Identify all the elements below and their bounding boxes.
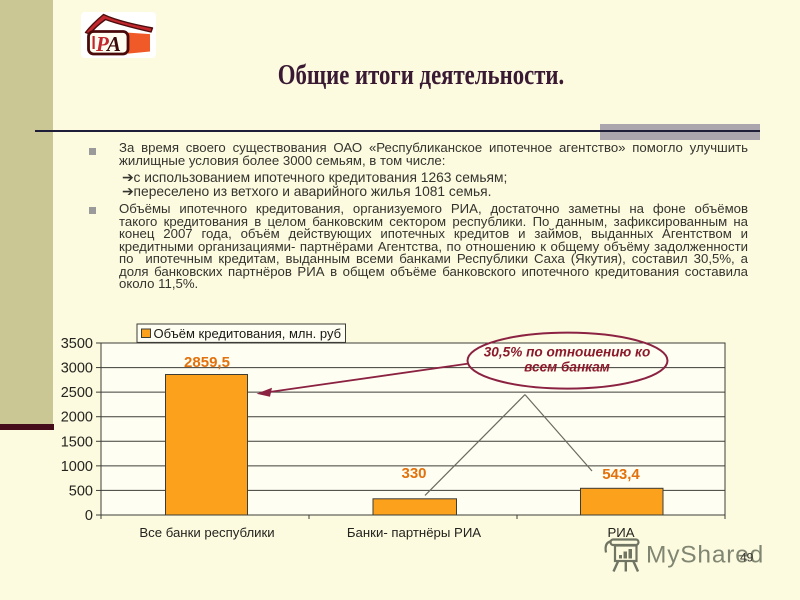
svg-text:Банки- партнёры РИА: Банки- партнёры РИА bbox=[347, 525, 481, 540]
svg-text:1000: 1000 bbox=[61, 459, 93, 475]
svg-text:1500: 1500 bbox=[61, 434, 93, 450]
svg-text:2000: 2000 bbox=[61, 410, 93, 426]
svg-text:РИА: РИА bbox=[607, 525, 634, 540]
svg-text:30,5% по отношению ко: 30,5% по отношению ко bbox=[484, 345, 651, 360]
svg-text:А: А bbox=[105, 32, 121, 56]
svg-text:MyShared: MyShared bbox=[646, 542, 764, 569]
svg-text:Все банки республики: Все банки республики bbox=[139, 525, 274, 540]
svg-text:3500: 3500 bbox=[61, 336, 93, 352]
svg-text:2859,5: 2859,5 bbox=[184, 354, 230, 371]
svg-text:3000: 3000 bbox=[61, 361, 93, 377]
svg-text:0: 0 bbox=[85, 508, 93, 524]
svg-text:49: 49 bbox=[740, 551, 754, 565]
svg-text:Р: Р bbox=[95, 32, 109, 56]
svg-text:500: 500 bbox=[69, 483, 93, 499]
svg-text:543,4: 543,4 bbox=[602, 466, 640, 483]
svg-text:Объём кредитования, млн. руб: Объём кредитования, млн. руб bbox=[154, 326, 342, 341]
svg-text:330: 330 bbox=[401, 465, 426, 482]
svg-text:2500: 2500 bbox=[61, 385, 93, 401]
svg-text:всем банкам: всем банкам bbox=[524, 360, 610, 375]
